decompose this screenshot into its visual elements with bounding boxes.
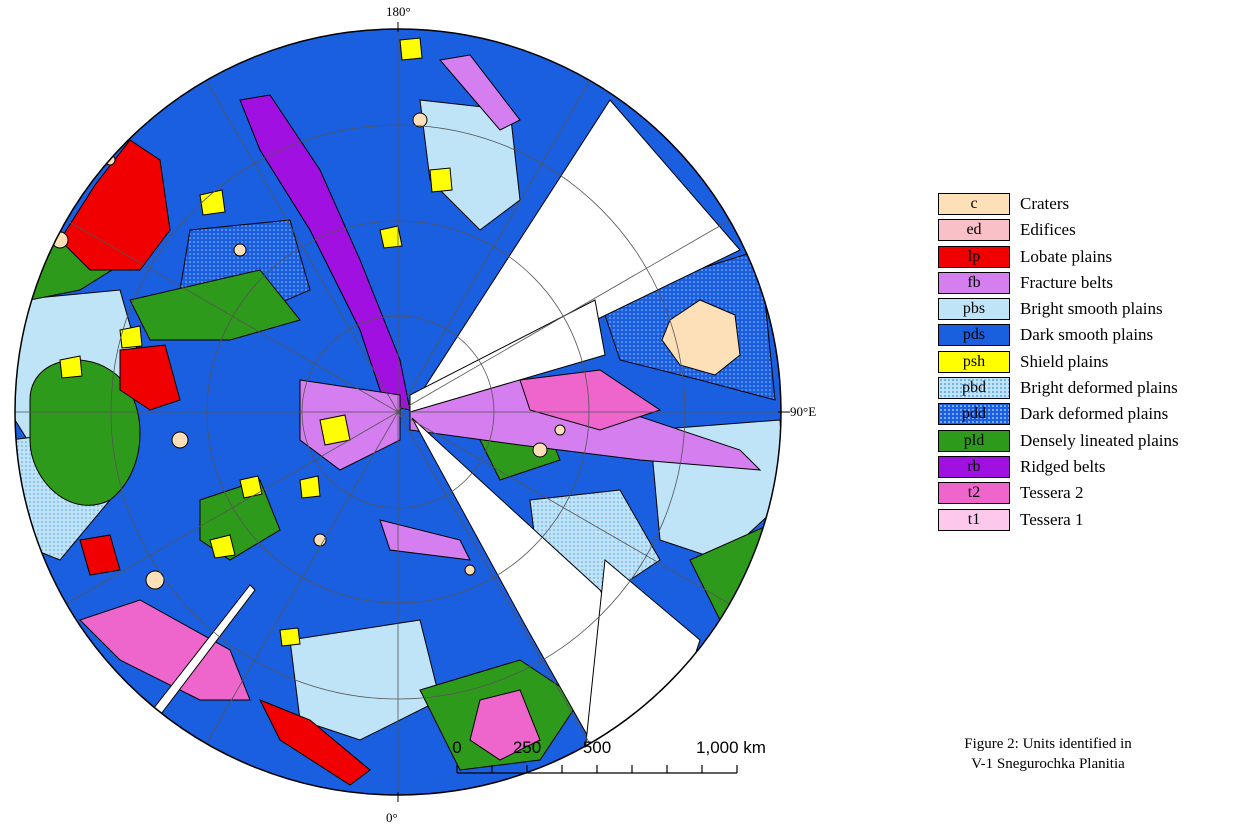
legend-swatch-psh: psh xyxy=(938,350,1010,373)
legend-swatch-rb: rb xyxy=(938,455,1010,478)
legend-item-rb: rb Ridged belts xyxy=(938,455,1179,478)
figure-caption: Figure 2: Units identified in V-1 Snegur… xyxy=(928,734,1168,774)
legend-item-pbs: pbs Bright smooth plains xyxy=(938,298,1179,321)
caption-line-1: Figure 2: Units identified in xyxy=(964,736,1132,752)
scale-bar-label: 250 xyxy=(512,738,542,757)
legend-item-pbd: pbd Bright deformed plains xyxy=(938,377,1179,400)
unit-lp-region xyxy=(79,534,121,576)
legend-swatch-c: c xyxy=(938,193,1010,215)
scale-bar-label: 0 xyxy=(452,738,462,757)
legend-item-psh: psh Shield plains xyxy=(938,350,1179,373)
label-180: 180° xyxy=(386,4,411,19)
legend-label-ed: Edifices xyxy=(1020,220,1076,240)
legend-swatch-ed: ed xyxy=(938,219,1010,242)
unit-t2-region xyxy=(469,689,541,761)
unit-pld-region xyxy=(129,269,301,341)
legend-label-c: Craters xyxy=(1020,194,1070,213)
legend-item-pld: pld Densely lineated plains xyxy=(938,429,1179,452)
scale-bar-label: 500 xyxy=(582,738,612,757)
legend-swatch-fb: fb xyxy=(938,271,1010,294)
legend-item-lp: lp Lobate plains xyxy=(938,245,1179,268)
legend-swatch-pds: pds xyxy=(938,324,1010,347)
legend-label-pbd: Bright deformed plains xyxy=(1020,378,1178,398)
legend-label-t1: Tessera 1 xyxy=(1020,509,1084,529)
legend-swatch-t1: t1 xyxy=(938,508,1010,531)
legend-swatch-t2: t2 xyxy=(938,482,1010,505)
unit-lp-region xyxy=(119,344,181,411)
legend-label-t2: Tessera 2 xyxy=(1020,483,1084,503)
legend-swatch-pbd: pbd xyxy=(938,377,1010,400)
legend-item-t2: t2 Tessera 2 xyxy=(938,482,1179,505)
scale-bar-labels: 0 250 500 1,000 km xyxy=(440,738,800,758)
legend-item-pdd: pdd Dark deformed plains xyxy=(938,403,1179,426)
legend-item-c: c Craters xyxy=(938,193,1179,215)
unit-fb-belt xyxy=(379,519,471,561)
unit-fb-belt xyxy=(439,54,521,131)
unit-fb-belt xyxy=(299,379,401,471)
cardinal-ticks xyxy=(397,22,790,802)
label-90e: 90°E xyxy=(790,404,817,419)
unit-psh-patches xyxy=(59,37,453,647)
scale-bar xyxy=(456,765,738,774)
map-disc xyxy=(15,29,781,795)
label-0: 0° xyxy=(386,810,398,825)
unmapped-gaps xyxy=(149,99,741,795)
legend: c Craters ed Edifices lp Lobate plains fb Fract… xyxy=(938,193,1179,535)
legend-label-fb: Fracture belts xyxy=(1020,272,1113,292)
legend-label-pds: Dark smooth plains xyxy=(1020,325,1154,345)
legend-item-ed: ed Edifices xyxy=(938,219,1179,242)
legend-label-lp: Lobate plains xyxy=(1020,246,1113,266)
caption-line-2: V-1 Snegurochka Planitia xyxy=(971,756,1125,772)
legend-label-rb: Ridged belts xyxy=(1020,456,1106,476)
unit-t2-region xyxy=(519,369,662,431)
scale-bar-label: 1,000 km xyxy=(696,738,766,757)
unit-lp-region xyxy=(258,699,371,786)
legend-label-pbs: Bright smooth plains xyxy=(1020,299,1163,319)
legend-swatch-pbs: pbs xyxy=(938,298,1010,321)
legend-item-fb: fb Fracture belts xyxy=(938,271,1179,294)
legend-swatch-pdd: pdd xyxy=(938,403,1010,426)
legend-item-pds: pds Dark smooth plains xyxy=(938,324,1179,347)
legend-item-t1: t1 Tessera 1 xyxy=(938,508,1179,531)
legend-label-psh: Shield plains xyxy=(1020,351,1109,371)
legend-label-pld: Densely lineated plains xyxy=(1020,430,1179,450)
unit-t2-region xyxy=(79,599,251,701)
legend-label-pdd: Dark deformed plains xyxy=(1020,404,1169,424)
legend-swatch-pld: pld xyxy=(938,429,1010,452)
graticule xyxy=(15,29,781,795)
legend-swatch-lp: lp xyxy=(938,245,1010,268)
